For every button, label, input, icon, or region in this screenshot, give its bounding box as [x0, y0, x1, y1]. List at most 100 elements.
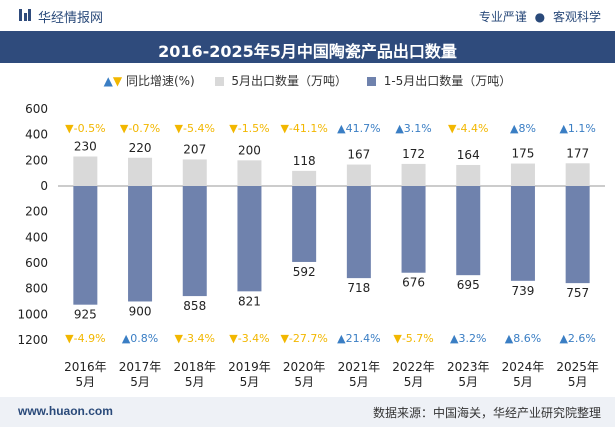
- cumulative-bar: [401, 186, 426, 273]
- monthly-growth-label: ▲41.7%: [337, 122, 380, 135]
- monthly-value-label: 172: [402, 147, 425, 161]
- monthly-value-label: 164: [457, 148, 480, 162]
- chart-legend: ▲▼ 同比增速(%) 5月出口数量（万吨） 1-5月出口数量（万吨）: [0, 72, 615, 89]
- monthly-value-label: 167: [347, 148, 370, 162]
- monthly-bar: [182, 159, 207, 186]
- cumulative-value-label: 757: [566, 286, 589, 300]
- legend-growth: ▲▼ 同比增速(%): [104, 72, 195, 89]
- cumulative-bar: [73, 186, 98, 305]
- monthly-bar: [565, 163, 590, 186]
- legend-cumulative-swatch: [366, 77, 376, 86]
- down-triangle-icon: ▼: [112, 74, 123, 88]
- cumulative-growth-label: ▼-5.7%: [393, 332, 433, 345]
- cumulative-value-label: 695: [457, 278, 480, 292]
- monthly-value-label: 118: [293, 154, 316, 168]
- cumulative-growth-label: ▼-3.4%: [175, 332, 215, 345]
- cumulative-bar: [237, 186, 262, 292]
- cumulative-growth-label: ▲2.6%: [559, 332, 595, 345]
- y-tick-label: 1200: [17, 333, 48, 347]
- cumulative-bar: [510, 186, 535, 281]
- monthly-growth-label: ▼-1.5%: [229, 122, 269, 135]
- monthly-growth-label: ▼-41.1%: [280, 122, 327, 135]
- cumulative-value-label: 739: [511, 284, 534, 298]
- monthly-bar: [128, 157, 153, 186]
- cumulative-value-label: 858: [183, 299, 206, 313]
- x-tick-label: 2018年: [173, 360, 216, 374]
- cumulative-value-label: 821: [238, 294, 261, 308]
- y-tick-label: 200: [25, 153, 48, 167]
- brand-logo-icon: [19, 9, 31, 21]
- x-tick-label: 2021年: [338, 360, 381, 374]
- legend-monthly-label: 5月出口数量（万吨）: [231, 74, 348, 88]
- monthly-growth-label: ▲8%: [510, 122, 536, 135]
- cumulative-value-label: 718: [347, 281, 370, 295]
- monthly-bar: [292, 170, 317, 186]
- top-bar: 华经情报网 专业严谨 ● 客观科学: [0, 0, 615, 30]
- cumulative-value-label: 676: [402, 276, 425, 290]
- cumulative-value-label: 900: [129, 304, 152, 318]
- cumulative-bar: [565, 186, 590, 284]
- slogan: 专业严谨 ● 客观科学: [479, 8, 601, 25]
- x-tick-label-month: 5月: [404, 375, 424, 389]
- y-tick-label: 400: [25, 128, 48, 142]
- x-tick-label-month: 5月: [130, 375, 150, 389]
- monthly-value-label: 175: [511, 147, 534, 161]
- y-tick-label: 0: [40, 179, 48, 193]
- cumulative-bar: [456, 186, 481, 276]
- x-tick-label: 2022年: [392, 360, 435, 374]
- cumulative-bar: [292, 186, 317, 262]
- footer-bar: [0, 397, 615, 427]
- legend-monthly: 5月出口数量（万吨）: [214, 72, 348, 89]
- cumulative-growth-label: ▲21.4%: [337, 332, 380, 345]
- cumulative-growth-label: ▼-3.4%: [229, 332, 269, 345]
- x-tick-label-month: 5月: [185, 375, 205, 389]
- monthly-bar: [237, 160, 262, 186]
- x-tick-label-month: 5月: [240, 375, 260, 389]
- legend-cumulative-label: 1-5月出口数量（万吨）: [383, 74, 512, 88]
- cumulative-growth-label: ▲3.2%: [450, 332, 486, 345]
- separator-dot-icon: ●: [534, 10, 546, 24]
- x-tick-label-month: 5月: [76, 375, 96, 389]
- y-tick-label: 1000: [17, 307, 48, 321]
- cumulative-growth-label: ▲8.6%: [505, 332, 541, 345]
- chart-title: 2016-2025年5月中国陶瓷产品出口数量: [158, 42, 457, 61]
- brand-name: 华经情报网: [38, 11, 104, 26]
- x-tick-label-month: 5月: [513, 375, 533, 389]
- cumulative-growth-label: ▼-4.9%: [65, 332, 105, 345]
- monthly-growth-label: ▼-4.4%: [448, 122, 488, 135]
- cumulative-bar: [346, 186, 371, 279]
- x-tick-label: 2019年: [228, 360, 271, 374]
- x-tick-label: 2023年: [447, 360, 490, 374]
- monthly-growth-label: ▼-5.4%: [175, 122, 215, 135]
- x-tick-label-month: 5月: [568, 375, 588, 389]
- cumulative-value-label: 592: [293, 265, 316, 279]
- cumulative-bar: [182, 186, 207, 297]
- monthly-value-label: 207: [183, 142, 206, 156]
- monthly-bar: [346, 164, 371, 186]
- monthly-value-label: 200: [238, 143, 261, 157]
- monthly-bar: [456, 164, 481, 186]
- cumulative-value-label: 925: [74, 308, 97, 322]
- monthly-value-label: 177: [566, 146, 589, 160]
- cumulative-growth-label: ▲0.8%: [122, 332, 158, 345]
- x-tick-label-month: 5月: [294, 375, 314, 389]
- y-tick-label: 400: [25, 230, 48, 244]
- cumulative-growth-label: ▼-27.7%: [280, 332, 327, 345]
- y-tick-label: 600: [25, 256, 48, 270]
- monthly-value-label: 220: [129, 141, 152, 155]
- y-tick-label: 800: [25, 282, 48, 296]
- cumulative-bar: [128, 186, 153, 302]
- x-tick-label-month: 5月: [458, 375, 478, 389]
- monthly-growth-label: ▼-0.7%: [120, 122, 160, 135]
- slogan-left: 专业严谨: [478, 10, 527, 24]
- legend-cumulative: 1-5月出口数量（万吨）: [366, 72, 512, 89]
- x-tick-label: 2017年: [119, 360, 162, 374]
- monthly-growth-label: ▲1.1%: [559, 122, 595, 135]
- up-triangle-icon: ▲: [103, 74, 113, 88]
- monthly-bar: [73, 156, 98, 186]
- monthly-growth-label: ▲3.1%: [395, 122, 431, 135]
- x-tick-label: 2024年: [502, 360, 545, 374]
- x-tick-label: 2016年: [64, 360, 107, 374]
- legend-growth-label: 同比增速(%): [125, 74, 195, 88]
